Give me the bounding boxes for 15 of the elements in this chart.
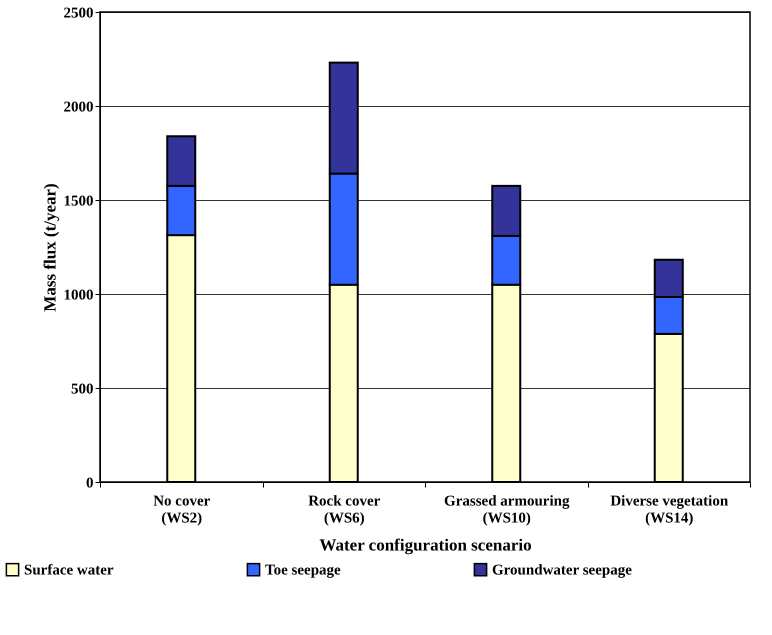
legend-label: Groundwater seepage [492,562,632,579]
y-tick-label: 1000 [64,288,94,304]
x-tick-label: Diverse vegetation (WS14) [610,494,729,526]
y-axis-title: Mass flux (t/year) [40,183,60,312]
y-tick-label: 500 [71,382,94,398]
x-tick-label: No cover (WS2) [153,494,211,526]
y-tick-label: 2000 [64,100,94,116]
x-tick-label: Grassed armouring (WS10) [444,494,570,526]
x-tick-label: Rock cover (WS6) [308,494,381,526]
y-tick-label: 1500 [64,194,94,210]
y-tick-label: 2500 [64,6,94,22]
legend-label: Surface water [24,562,114,579]
legend-label: Toe seepage [265,562,342,579]
x-axis-title: Water configuration scenario [319,536,532,554]
y-tick-label: 0 [86,476,94,492]
